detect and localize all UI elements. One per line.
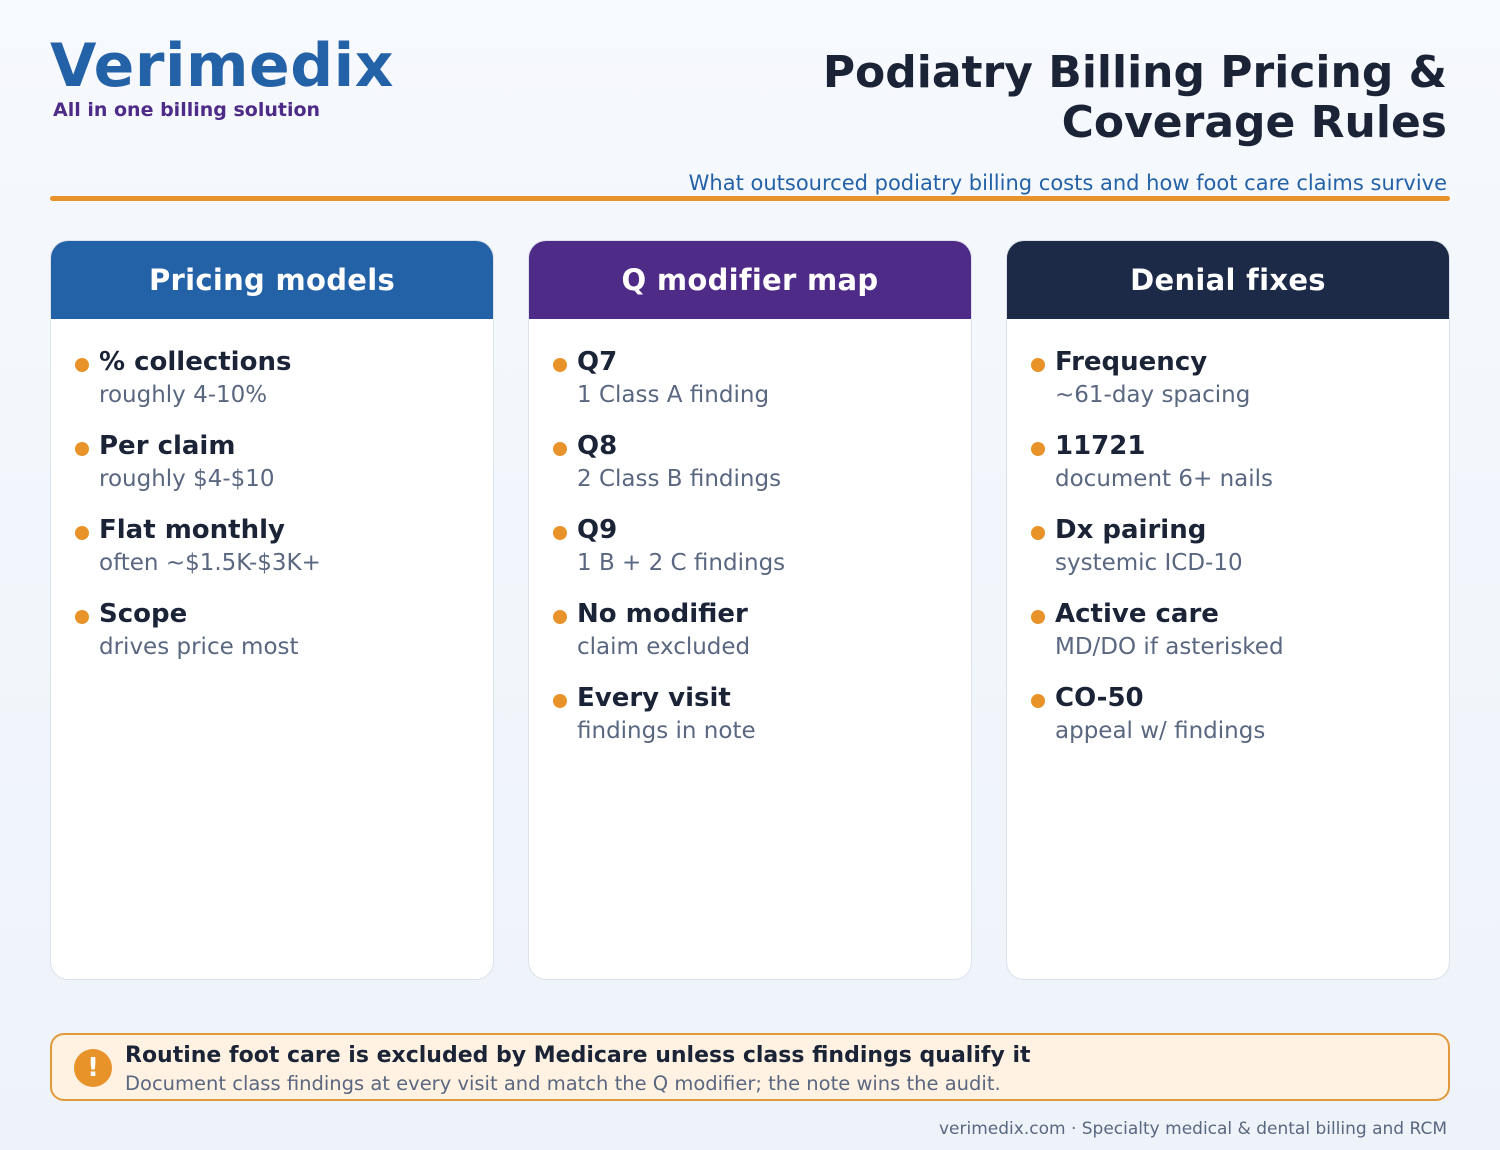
- item-label: Active care: [1055, 599, 1219, 629]
- header-divider: [50, 196, 1450, 201]
- item-detail: 1 B + 2 C findings: [577, 550, 786, 576]
- list-item: Every visit findings in note: [553, 681, 947, 747]
- item-detail: appeal w/ findings: [1055, 718, 1266, 744]
- bullet-dot-icon: [553, 358, 567, 372]
- page-subtitle: What outsourced podiatry billing costs a…: [688, 171, 1447, 195]
- item-detail: MD/DO if asterisked: [1055, 634, 1284, 660]
- item-label: Scope: [99, 599, 188, 629]
- item-label: Dx pairing: [1055, 515, 1207, 545]
- brand-tagline: All in one billing solution: [53, 99, 321, 121]
- footer-text: verimedix.com · Specialty medical & dent…: [939, 1119, 1447, 1139]
- list-item: 11721 document 6+ nails: [1031, 429, 1425, 495]
- bullet-dot-icon: [75, 610, 89, 624]
- alert-icon: !: [74, 1049, 112, 1087]
- brand-logo-text: Verimedix: [50, 31, 394, 101]
- card-header: Pricing models: [51, 241, 493, 319]
- card-list: Frequency ~61-day spacing 11721 document 6…: [1007, 319, 1449, 747]
- item-detail: roughly 4-10%: [99, 382, 268, 408]
- list-item: CO-50 appeal w/ findings: [1031, 681, 1425, 747]
- bullet-dot-icon: [75, 526, 89, 540]
- item-detail: 2 Class B findings: [577, 466, 782, 492]
- bullet-dot-icon: [1031, 442, 1045, 456]
- item-label: Every visit: [577, 683, 731, 713]
- item-detail: document 6+ nails: [1055, 466, 1274, 492]
- page-title: Podiatry Billing Pricing & Coverage Rule…: [823, 48, 1447, 148]
- callout-body: Document class findings at every visit a…: [125, 1072, 1001, 1095]
- list-item: Q9 1 B + 2 C findings: [553, 513, 947, 579]
- item-label: Per claim: [99, 431, 236, 461]
- card-q-modifier-map: Q modifier map Q7 1 Class A finding Q8 2 C…: [528, 240, 972, 980]
- list-item: Per claim roughly $4-$10: [75, 429, 469, 495]
- item-label: 11721: [1055, 431, 1146, 461]
- item-label: Frequency: [1055, 347, 1208, 377]
- bullet-dot-icon: [1031, 526, 1045, 540]
- list-item: Q7 1 Class A finding: [553, 345, 947, 411]
- item-detail: claim excluded: [577, 634, 751, 660]
- bullet-dot-icon: [1031, 694, 1045, 708]
- list-item: Scope drives price most: [75, 597, 469, 663]
- bullet-dot-icon: [553, 442, 567, 456]
- callout-title: Routine foot care is excluded by Medicar…: [125, 1043, 1031, 1068]
- item-detail: drives price most: [99, 634, 299, 660]
- item-label: % collections: [99, 347, 292, 377]
- brand-block: Verimedix All in one billing solution: [50, 32, 394, 121]
- bullet-dot-icon: [75, 358, 89, 372]
- bullet-dot-icon: [1031, 610, 1045, 624]
- item-detail: often ~$1.5K-$3K+: [99, 550, 321, 576]
- list-item: Frequency ~61-day spacing: [1031, 345, 1425, 411]
- list-item: Active care MD/DO if asterisked: [1031, 597, 1425, 663]
- bullet-dot-icon: [75, 442, 89, 456]
- item-detail: systemic ICD-10: [1055, 550, 1243, 576]
- card-list: Q7 1 Class A finding Q8 2 Class B findings…: [529, 319, 971, 747]
- bullet-dot-icon: [553, 610, 567, 624]
- item-label: Q7: [577, 347, 618, 377]
- item-detail: findings in note: [577, 718, 756, 744]
- item-detail: 1 Class A finding: [577, 382, 770, 408]
- item-label: Flat monthly: [99, 515, 285, 545]
- list-item: Flat monthly often ~$1.5K-$3K+: [75, 513, 469, 579]
- item-label: CO-50: [1055, 683, 1144, 713]
- page-title-line-1: Podiatry Billing Pricing &: [822, 47, 1447, 98]
- card-pricing-models: Pricing models % collections roughly 4-10…: [50, 240, 494, 980]
- list-item: No modifier claim excluded: [553, 597, 947, 663]
- list-item: Q8 2 Class B findings: [553, 429, 947, 495]
- item-detail: ~61-day spacing: [1055, 382, 1251, 408]
- item-label: No modifier: [577, 599, 748, 629]
- card-header: Q modifier map: [529, 241, 971, 319]
- item-label: Q8: [577, 431, 618, 461]
- item-detail: roughly $4-$10: [99, 466, 275, 492]
- card-denial-fixes: Denial fixes Frequency ~61-day spacing 11…: [1006, 240, 1450, 980]
- bullet-dot-icon: [553, 526, 567, 540]
- page-title-line-2: Coverage Rules: [1061, 97, 1447, 148]
- list-item: % collections roughly 4-10%: [75, 345, 469, 411]
- item-label: Q9: [577, 515, 618, 545]
- card-header: Denial fixes: [1007, 241, 1449, 319]
- list-item: Dx pairing systemic ICD-10: [1031, 513, 1425, 579]
- bullet-dot-icon: [1031, 358, 1045, 372]
- bullet-dot-icon: [553, 694, 567, 708]
- warning-callout: ! Routine foot care is excluded by Medic…: [50, 1033, 1450, 1101]
- card-list: % collections roughly 4-10% Per claim roug…: [51, 319, 493, 663]
